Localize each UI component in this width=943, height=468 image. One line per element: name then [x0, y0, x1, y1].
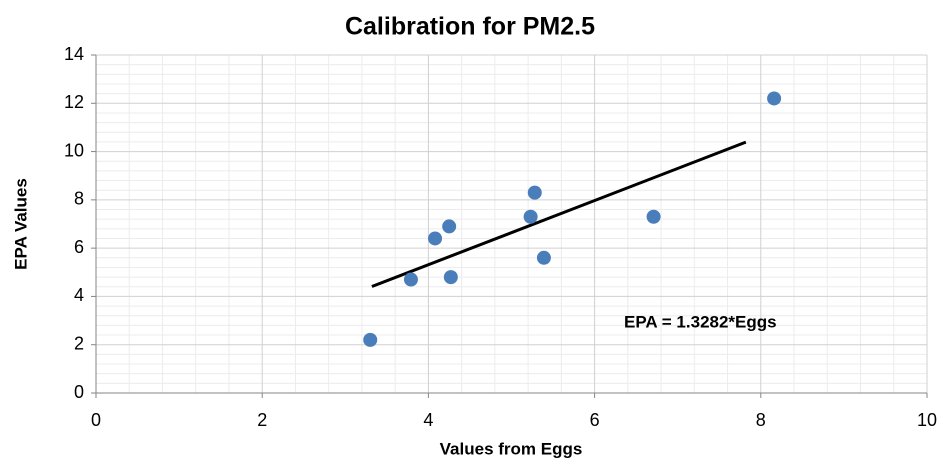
point — [767, 91, 782, 106]
x-tick-label: 6 — [590, 410, 600, 430]
x-tick-label: 8 — [756, 410, 766, 430]
point — [646, 209, 661, 224]
point — [527, 185, 542, 200]
point — [536, 250, 551, 265]
x-axis-label: Values from Eggs — [440, 439, 583, 458]
point — [523, 209, 538, 224]
y-tick-label: 4 — [74, 285, 84, 305]
y-tick-label: 14 — [64, 44, 84, 64]
point — [428, 231, 443, 246]
y-axis-label: EPA Values — [11, 178, 30, 270]
annotation: EPA = 1.3282*Eggs — [624, 312, 777, 331]
x-tick-label: 0 — [91, 410, 101, 430]
point — [443, 270, 458, 285]
y-tick-label: 0 — [74, 382, 84, 402]
point — [363, 332, 378, 347]
point — [403, 272, 418, 287]
y-tick-label: 6 — [74, 237, 84, 257]
point — [442, 219, 457, 234]
x-tick-label: 2 — [257, 410, 267, 430]
y-tick-label: 8 — [74, 189, 84, 209]
trendline — [371, 140, 747, 288]
chart-title: Calibration for PM2.5 — [345, 13, 595, 41]
y-tick-label: 10 — [64, 140, 84, 160]
y-tick-label: 2 — [74, 333, 84, 353]
x-tick-label: 10 — [917, 410, 937, 430]
y-tick-label: 12 — [64, 92, 84, 112]
x-tick-label: 4 — [423, 410, 433, 430]
